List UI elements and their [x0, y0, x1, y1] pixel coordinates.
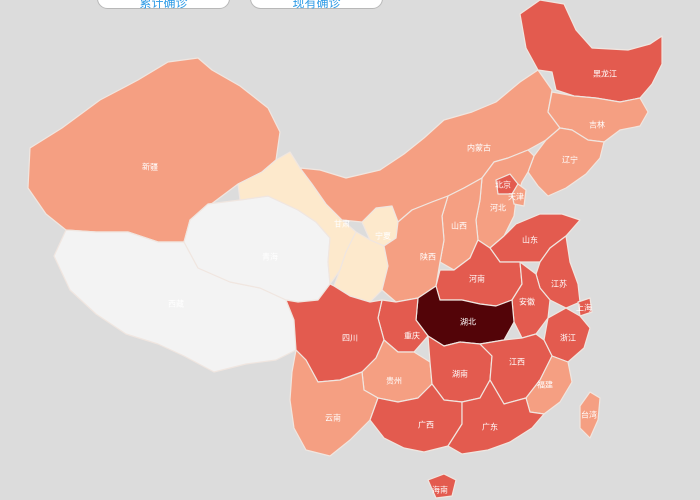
province-label-taiwan: 台湾	[581, 410, 597, 420]
province-guangdong[interactable]	[447, 379, 545, 455]
province-label-sichuan: 四川	[342, 334, 358, 343]
province-label-ningxia: 宁夏	[375, 231, 391, 241]
province-label-shanxi: 山西	[451, 221, 467, 231]
province-label-xinjiang: 新疆	[142, 162, 158, 172]
province-label-henan: 河南	[469, 274, 485, 284]
province-label-shanghai: 上海	[576, 303, 592, 313]
province-label-hunan: 湖南	[452, 369, 468, 379]
province-hainan[interactable]	[427, 473, 457, 499]
province-label-hainan: 海南	[432, 485, 448, 495]
province-heilongjiang[interactable]	[519, 0, 663, 103]
province-anhui[interactable]	[511, 261, 551, 339]
province-label-gansu: 甘肃	[334, 219, 350, 229]
province-taiwan[interactable]	[579, 391, 601, 439]
province-label-heilongjiang: 黑龙江	[593, 69, 617, 79]
province-label-qinghai: 青海	[262, 252, 278, 262]
province-label-guangdong: 广东	[482, 422, 498, 432]
province-label-liaoning: 辽宁	[562, 155, 578, 165]
province-label-shandong: 山东	[522, 235, 538, 245]
province-label-jiangxi: 江西	[509, 358, 525, 367]
province-label-fujian: 福建	[537, 380, 553, 390]
province-label-hebei: 河北	[490, 203, 506, 213]
province-label-neimenggu: 内蒙古	[467, 143, 491, 153]
province-label-xizang: 西藏	[168, 299, 184, 309]
province-label-tianjin: 天津	[508, 192, 524, 202]
province-label-yunnan: 云南	[325, 413, 341, 423]
province-label-anhui: 安徽	[519, 297, 535, 307]
province-label-jiangsu: 江苏	[551, 279, 567, 289]
province-tianjin[interactable]	[511, 183, 527, 207]
province-label-guangxi: 广西	[418, 420, 434, 430]
province-label-beijing: 北京	[495, 180, 511, 190]
province-label-jilin: 吉林	[589, 120, 605, 130]
province-label-guizhou: 贵州	[386, 376, 402, 386]
province-label-chongqing: 重庆	[404, 331, 420, 341]
province-label-shaanxi: 陕西	[420, 252, 436, 262]
province-label-zhejiang: 浙江	[560, 333, 576, 343]
province-label-hubei: 湖北	[460, 318, 476, 327]
province-shanghai[interactable]	[577, 297, 593, 317]
